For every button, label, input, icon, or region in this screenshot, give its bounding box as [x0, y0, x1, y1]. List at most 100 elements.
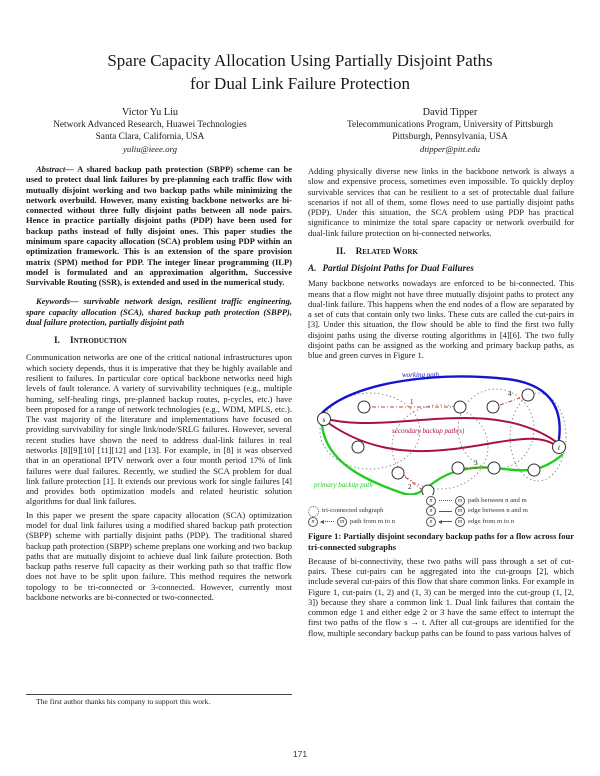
- secondary-path-label: secondary backup path(s): [392, 427, 465, 435]
- author-name: Victor Yu Liu: [121, 107, 179, 118]
- author-block-right: David Tipper Telecommunications Program,…: [300, 106, 600, 155]
- subgraph-2: [391, 404, 489, 489]
- intro-paragraph-1: Communication networks are one of the cr…: [26, 352, 292, 507]
- cut-edge-4: [499, 397, 521, 406]
- legend-edge-between: n m edge between n and m: [426, 506, 528, 517]
- abstract-text: A shared backup path protection (SBPP) s…: [26, 164, 292, 288]
- section-2-number: II.: [336, 246, 346, 257]
- right-column: Adding physically diverse new links in t…: [308, 164, 574, 736]
- paper-title: Spare Capacity Allocation Using Partiall…: [0, 50, 600, 96]
- node: [351, 440, 365, 454]
- subsection-a-heading: A. Partial Disjoint Paths for Dual Failur…: [308, 263, 474, 274]
- figure-1: 1 2 3 4: [308, 367, 574, 553]
- legend-row-1: n m path between n and m: [308, 495, 574, 506]
- subgraph-4: [509, 392, 567, 481]
- legend-path-between-label: path between n and m: [468, 496, 527, 504]
- path-labels: working path secondary backup path(s) pr…: [313, 371, 465, 489]
- subgraph-3: [457, 388, 535, 469]
- node: [521, 388, 535, 402]
- node: [486, 400, 500, 414]
- dotted-path-icon: [439, 500, 452, 502]
- related-work-paragraph-2: Because of bi-connectivity, these two pa…: [308, 555, 574, 638]
- figure-legend: n m path between n and m tri-connected su…: [308, 495, 574, 527]
- legend-node-n: n: [426, 506, 436, 517]
- subgraph-1: [319, 392, 421, 469]
- legend-node-n: n: [308, 516, 318, 527]
- node-s-label: s: [323, 416, 326, 424]
- author-block-left: Victor Yu Liu Network Advanced Research,…: [0, 106, 300, 155]
- node: [421, 484, 435, 495]
- page-number: 171: [292, 749, 308, 759]
- legend-node-m: m: [455, 506, 465, 517]
- legend-edge-from: n m edge from m to n: [426, 516, 515, 527]
- working-path-label: working path: [402, 371, 440, 379]
- abstract: Abstract— A shared backup path protectio…: [26, 164, 292, 287]
- node: [487, 461, 501, 475]
- dotted-arrow-icon: [320, 519, 334, 524]
- author-affiliation: Network Advanced Research, Huawei Techno…: [53, 120, 247, 131]
- node: [453, 400, 467, 414]
- node: [357, 400, 371, 414]
- author-location: Pittsburgh, Pennsylvania, USA: [392, 132, 508, 143]
- legend-edge-from-label: edge from m to n: [468, 517, 515, 525]
- primary-path-label: primary backup path: [313, 481, 373, 489]
- legend-path-from-label: path from m to n: [350, 517, 395, 525]
- cut-edge-label-3: 3: [474, 459, 478, 467]
- author-email: dtipper@pitt.edu: [419, 143, 481, 154]
- cut-edge-label-4: 4: [508, 390, 512, 398]
- legend-edge-between-label: edge between n and m: [468, 507, 528, 515]
- intro-paragraph-2: In this paper we present the spare capac…: [26, 509, 292, 602]
- title-line-2: for Dual Link Failure Protection: [189, 73, 410, 93]
- section-1-number: I.: [54, 336, 60, 347]
- cut-edge-label-1: 1: [410, 398, 414, 406]
- legend-path-between: n m path between n and m: [426, 495, 527, 506]
- section-1-heading: I. Introduction: [54, 336, 127, 347]
- node: [527, 463, 541, 477]
- author-location: Santa Clara, California, USA: [95, 132, 205, 143]
- node-t-label: t: [558, 444, 561, 452]
- legend-node-n: n: [426, 495, 436, 506]
- solid-edge-icon: [439, 510, 452, 512]
- legend-subgraph-label: tri-connected subgraph: [322, 507, 384, 515]
- legend-path-from: n m path from m to n: [308, 516, 426, 527]
- node-labels: s t: [323, 416, 561, 452]
- section-2-heading: II. Related Work: [336, 246, 418, 257]
- cut-edge-label-2: 2: [408, 483, 412, 491]
- secondary-backup-curve-2: [326, 420, 556, 452]
- node: [451, 461, 465, 475]
- node-t: [552, 439, 566, 454]
- legend-node-m: m: [455, 495, 465, 506]
- legend-node-n: n: [426, 516, 436, 527]
- related-work-paragraph-1: Many backbone networks nowadays are enfo…: [308, 278, 574, 361]
- footnote: The first author thanks his company to s…: [26, 694, 292, 706]
- secondary-backup-curve-1: [326, 416, 556, 442]
- author-row: Victor Yu Liu Network Advanced Research,…: [0, 106, 600, 155]
- graph-nodes: [317, 388, 566, 495]
- dotted-circle-icon: [308, 505, 319, 517]
- working-path-curve: [320, 374, 561, 440]
- solid-arrow-icon: [438, 519, 452, 524]
- author-email: yuliu@ieee.org: [123, 143, 177, 154]
- legend-row-3: n m path from m to n n m edge from m to n: [308, 516, 574, 527]
- cut-edge-2: [404, 476, 425, 491]
- legend-node-m: m: [455, 516, 465, 527]
- title-line-1: Spare Capacity Allocation Using Partiall…: [107, 51, 493, 70]
- right-paragraph-1: Adding physically diverse new links in t…: [308, 166, 574, 238]
- node-s: [317, 411, 331, 426]
- legend-subgraph: tri-connected subgraph: [308, 505, 426, 517]
- figure-1-caption: Figure 1: Partially disjoint secondary b…: [308, 530, 574, 552]
- author-affiliation: Telecommunications Program, University o…: [346, 120, 553, 131]
- figure-1-graph: 1 2 3 4: [313, 371, 567, 495]
- author-name: David Tipper: [422, 107, 478, 118]
- legend-row-2: tri-connected subgraph n m edge between n…: [308, 505, 574, 517]
- left-column: Abstract— A shared backup path protectio…: [26, 164, 292, 692]
- node: [391, 466, 405, 480]
- abstract-label: Abstract—: [36, 164, 74, 174]
- subsection-a-number: A.: [308, 263, 317, 274]
- legend-node-m: m: [337, 516, 347, 527]
- keywords-label: Keywords—: [36, 296, 79, 307]
- secondary-backup-curves: [326, 416, 556, 452]
- cut-edge-numbers: 1 2 3 4: [408, 390, 512, 491]
- cut-pair-edges: [372, 397, 521, 491]
